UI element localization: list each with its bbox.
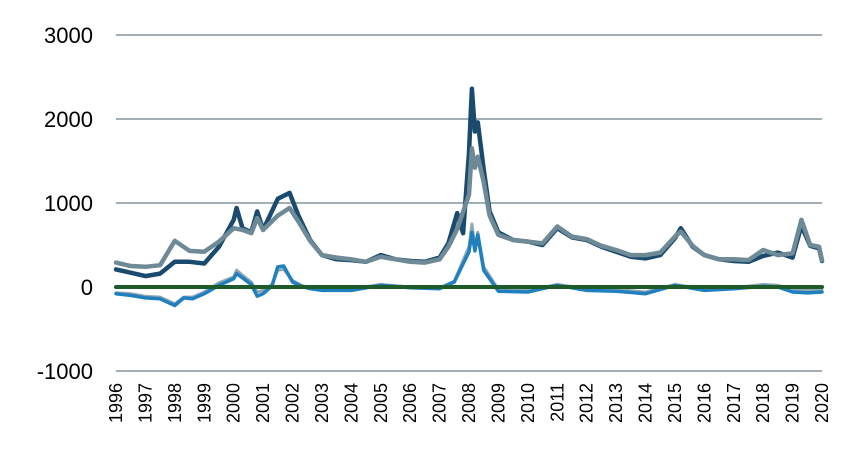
- x-tick-label: 2010: [518, 383, 538, 423]
- x-tick-label: 1999: [194, 383, 214, 423]
- x-tick-label: 2020: [812, 383, 832, 423]
- x-tick-label: 1998: [165, 383, 185, 423]
- series-line-1: [113, 146, 825, 270]
- x-tick-label: 2011: [547, 383, 567, 422]
- y-tick-label: -1000: [37, 359, 93, 384]
- x-tick-label: 2015: [665, 383, 685, 423]
- x-tick-label: 2007: [430, 383, 450, 423]
- x-tick-label: 2002: [283, 383, 303, 423]
- x-tick-label: 2013: [606, 383, 626, 423]
- x-tick-label: 2018: [753, 383, 773, 423]
- x-tick-label: 2008: [459, 383, 479, 423]
- x-tick-label: 2012: [577, 383, 597, 423]
- x-tick-label: 2014: [636, 383, 656, 423]
- x-tick-label: 1997: [135, 383, 155, 423]
- x-tick-label: 2005: [371, 383, 391, 423]
- y-tick-label: 1000: [44, 191, 93, 216]
- y-tick-label: 2000: [44, 107, 93, 132]
- x-tick-label: 2003: [312, 383, 332, 423]
- x-tick-label: 2009: [488, 383, 508, 423]
- x-tick-label: 2006: [400, 383, 420, 423]
- y-tick-label: 3000: [44, 23, 93, 48]
- x-tick-label: 2019: [783, 383, 803, 423]
- x-tick-label: 2016: [694, 383, 714, 423]
- y-tick-label: 0: [81, 275, 93, 300]
- x-tick-label: 2017: [724, 383, 744, 423]
- x-tick-label: 1996: [106, 383, 126, 423]
- x-tick-label: 2001: [253, 383, 273, 423]
- x-tick-label: 2004: [341, 383, 361, 423]
- x-tick-label: 2000: [224, 383, 244, 423]
